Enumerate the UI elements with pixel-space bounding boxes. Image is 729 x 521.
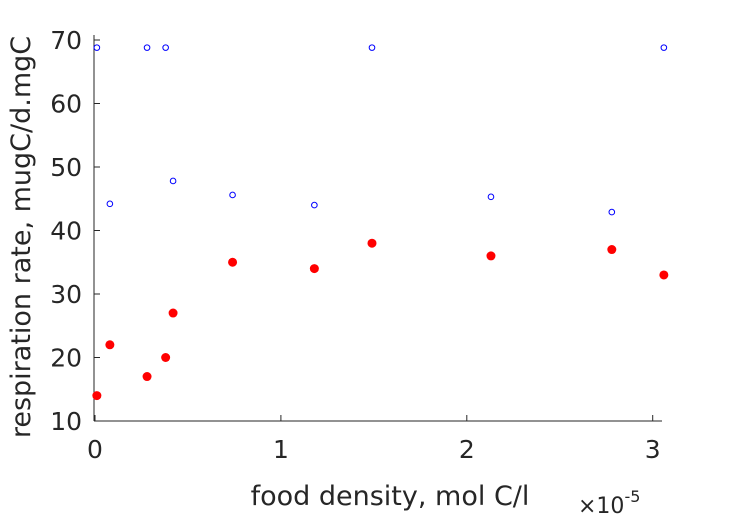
open-data-point: [106, 200, 114, 208]
y-ticks: 10 20 30 40 50 60 70: [50, 26, 100, 436]
open-data-point: [229, 191, 236, 199]
x-tick-label: 2: [459, 435, 475, 464]
x-ticks: 0 1 2 3: [87, 415, 661, 464]
open-data-point: [608, 208, 616, 216]
open-data-point: [93, 44, 101, 51]
filled-data-point: [228, 257, 238, 267]
x-axis-multiplier: ×10-5: [578, 487, 640, 519]
red-filled-series: [92, 238, 669, 401]
open-data-point: [311, 201, 318, 209]
filled-data-point: [309, 264, 319, 274]
blue-open-series: [93, 44, 668, 216]
open-data-point: [368, 44, 376, 51]
filled-data-point: [486, 251, 496, 261]
filled-data-point: [105, 340, 115, 350]
filled-data-point: [659, 270, 669, 280]
y-tick-label: 50: [50, 153, 82, 182]
y-tick-label: 70: [50, 26, 82, 55]
filled-data-point: [161, 353, 171, 362]
open-data-point: [143, 44, 151, 51]
open-data-point: [162, 44, 169, 51]
x-axis-label: food density, mol C/l: [251, 481, 530, 512]
filled-data-point: [92, 391, 102, 401]
x-multiplier-base: ×10: [578, 494, 624, 519]
open-data-point: [169, 177, 177, 185]
y-tick-label: 60: [50, 90, 82, 119]
x-tick-label: 1: [273, 435, 289, 464]
y-tick-label: 30: [50, 280, 82, 309]
y-axis-label: respiration rate, mugC/d.mgC: [6, 36, 37, 438]
open-data-point: [660, 44, 668, 51]
axes: 0 1 2 3 10 20 30 40 50 60 70: [50, 26, 662, 464]
filled-data-point: [142, 372, 152, 382]
y-tick-label: 20: [50, 344, 82, 373]
filled-data-point: [607, 245, 617, 255]
filled-data-point: [367, 238, 377, 248]
open-data-point: [487, 193, 495, 201]
y-tick-label: 40: [50, 217, 82, 246]
data-points: [92, 44, 669, 401]
filled-data-point: [168, 308, 178, 318]
y-tick-label: 10: [50, 407, 82, 436]
x-tick-label: 0: [87, 435, 103, 464]
x-multiplier-exponent: -5: [624, 487, 640, 506]
x-tick-label: 3: [645, 435, 661, 464]
